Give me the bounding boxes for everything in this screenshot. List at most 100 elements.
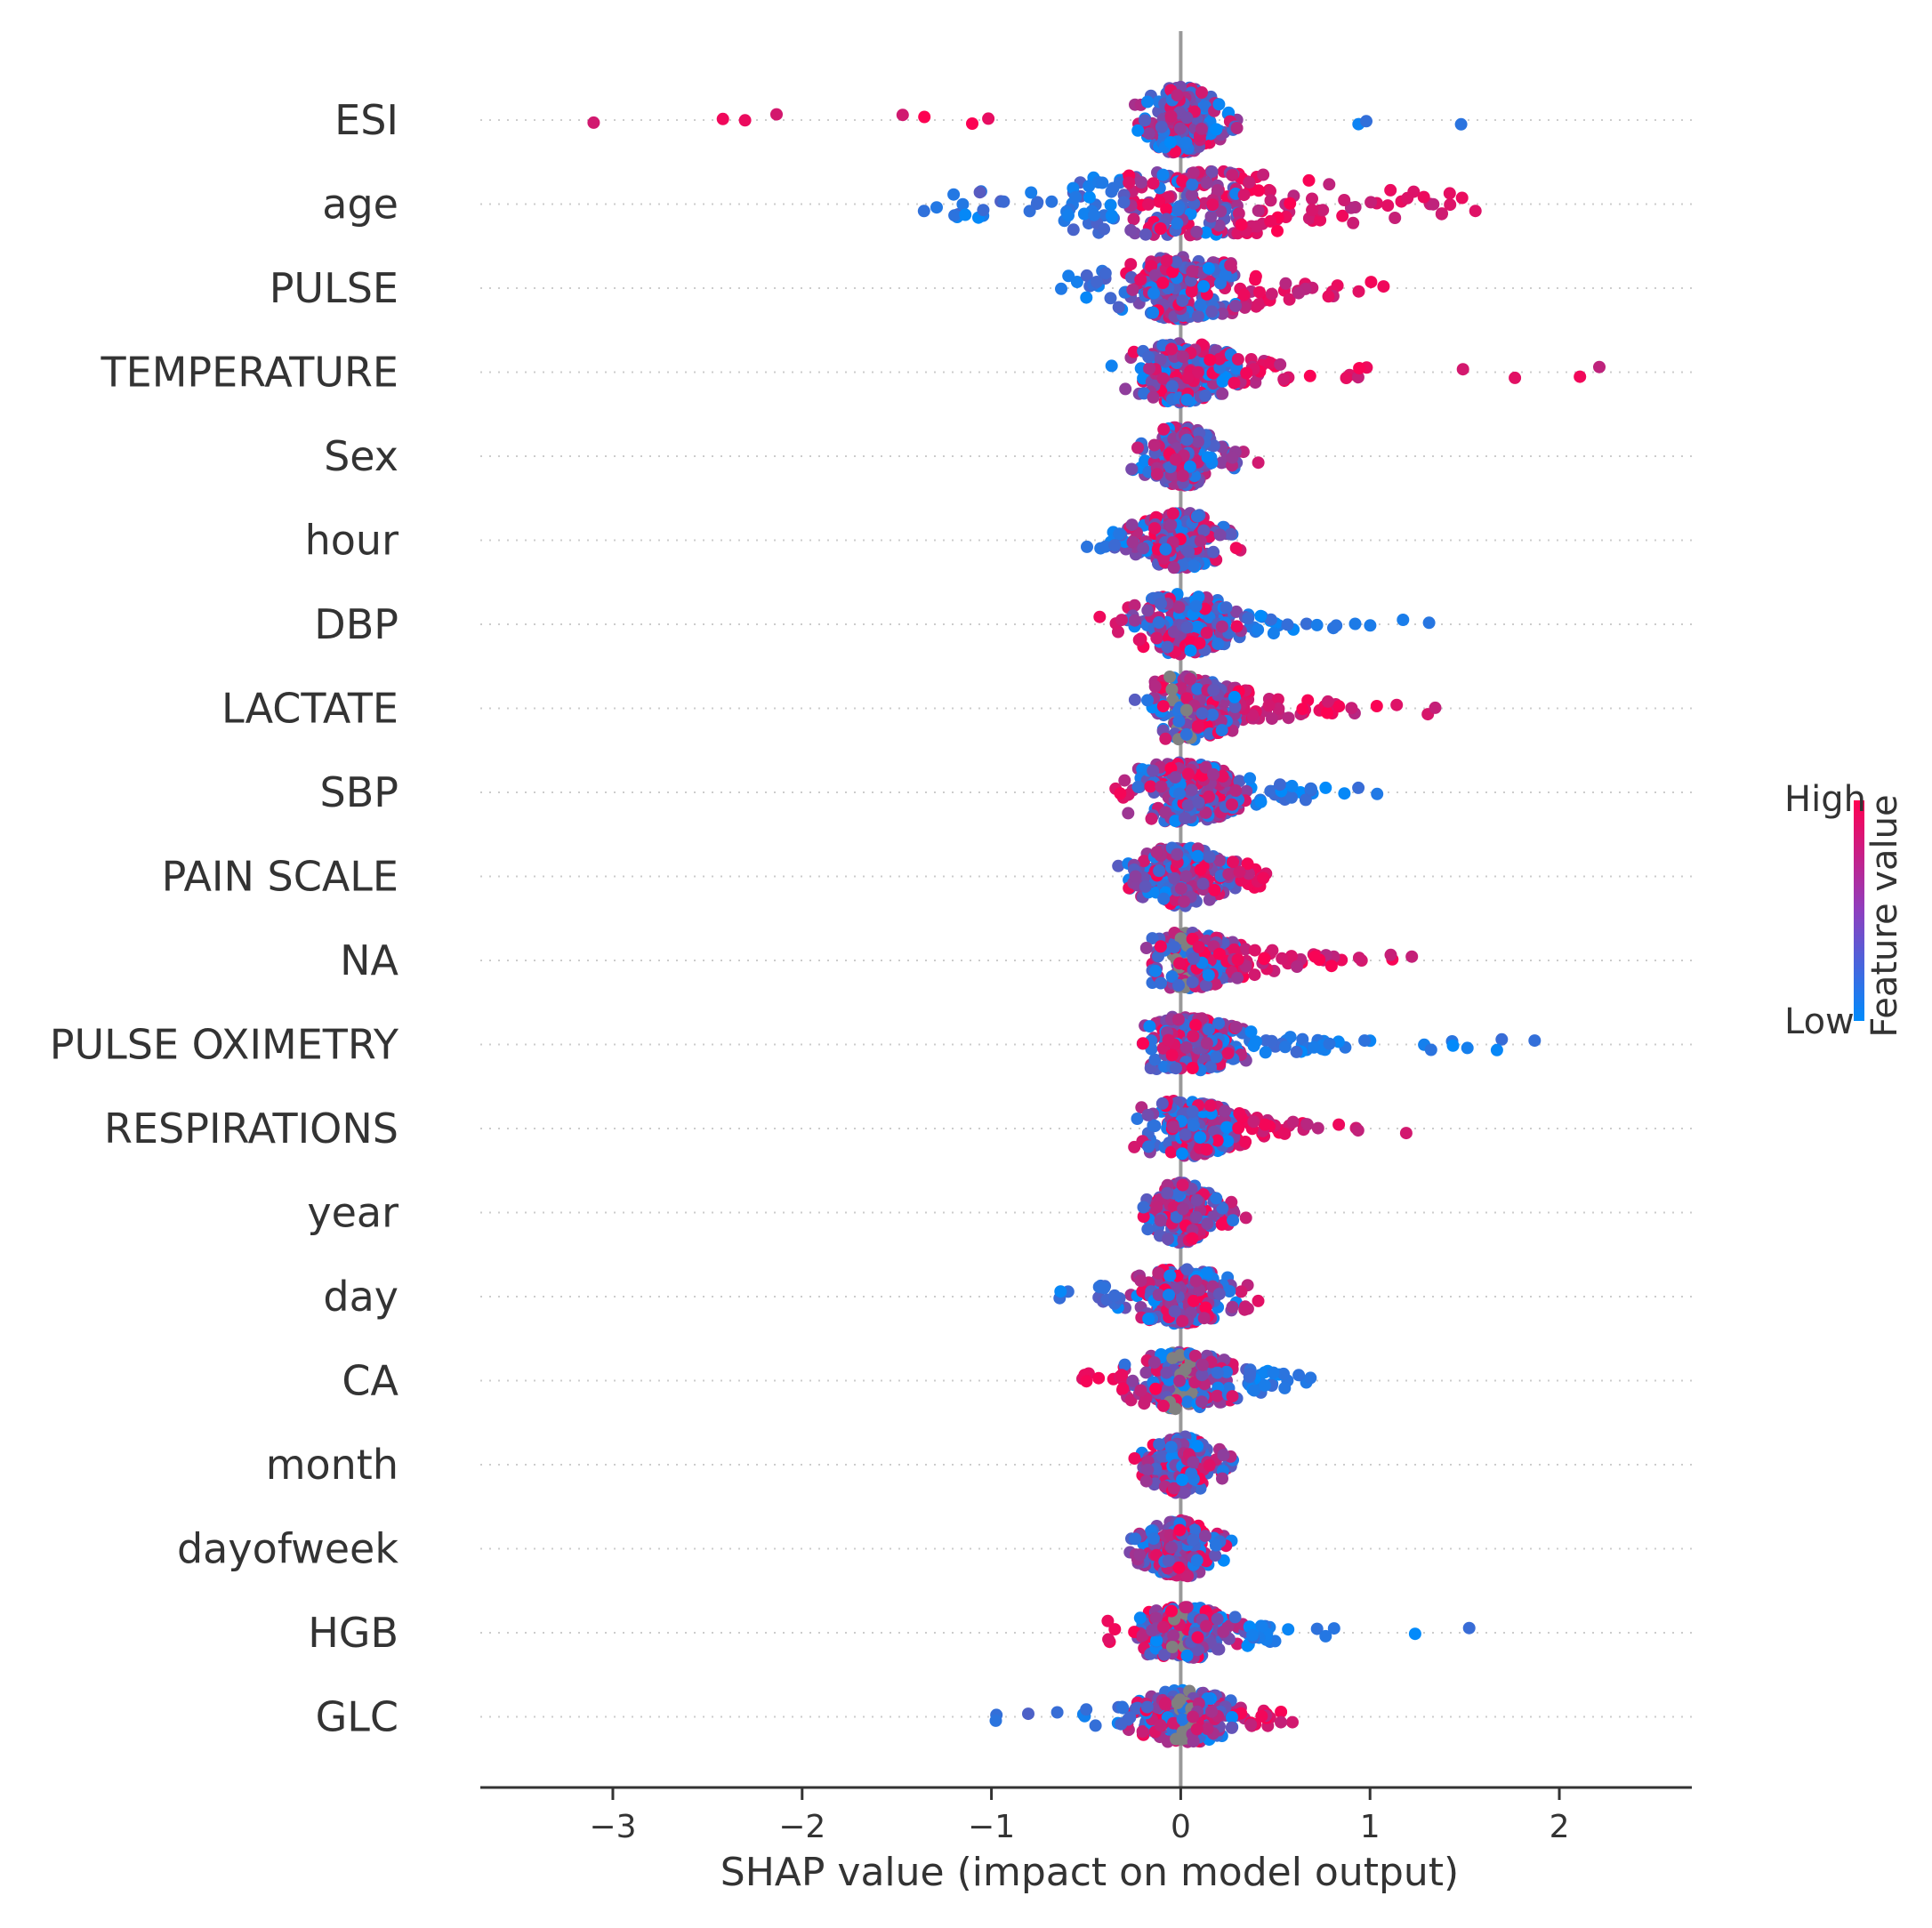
shap-point: [1142, 1313, 1155, 1325]
shap-point: [1210, 123, 1223, 136]
shap-point: [1137, 1210, 1150, 1223]
shap-point: [1321, 695, 1334, 708]
shap-point: [1220, 601, 1233, 615]
shap-point: [1193, 637, 1206, 650]
shap-point: [1163, 1289, 1175, 1302]
shap-point: [1163, 671, 1177, 683]
shap-point: [1080, 1375, 1093, 1388]
shap-point: [1186, 265, 1199, 278]
shap-point: [1574, 370, 1587, 383]
shap-point: [1593, 360, 1606, 374]
shap-point: [1306, 192, 1318, 205]
shap-point: [1284, 197, 1297, 210]
shap-point: [1169, 815, 1182, 828]
beeswarm-points: [587, 80, 1606, 1748]
shap-point: [1258, 952, 1271, 966]
shap-point: [1080, 291, 1093, 304]
shap-point: [1323, 1037, 1336, 1050]
shap-point: [1197, 280, 1211, 293]
shap-point: [1145, 812, 1158, 825]
shap-point: [1172, 1561, 1186, 1574]
shap-point: [1171, 204, 1185, 216]
shap-point: [1358, 1034, 1372, 1048]
shap-point: [1253, 285, 1266, 299]
shap-point: [1116, 1382, 1130, 1395]
shap-point: [1113, 176, 1126, 189]
shap-point: [1191, 366, 1204, 379]
shap-point: [1249, 1035, 1262, 1048]
shap-point: [1045, 195, 1059, 208]
shap-point: [1105, 209, 1118, 222]
shap-point: [1182, 545, 1195, 558]
shap-point: [1186, 976, 1199, 989]
shap-point: [1408, 1627, 1421, 1641]
shap-point: [1131, 124, 1145, 137]
shap-point: [1099, 267, 1112, 280]
shap-point: [1156, 277, 1170, 290]
shap-point: [1171, 1013, 1185, 1026]
shap-point: [1252, 623, 1265, 637]
shap-point: [1211, 1389, 1224, 1402]
shap-point: [1123, 176, 1136, 189]
shap-point: [1238, 301, 1252, 314]
shap-point: [1238, 1303, 1252, 1316]
shap-point: [1284, 950, 1298, 963]
shap-point: [1222, 868, 1236, 881]
shap-point: [1176, 174, 1189, 188]
shap-point: [1147, 1119, 1160, 1132]
shap-point: [1397, 614, 1410, 626]
shap-point: [1203, 353, 1217, 366]
shap-point: [1156, 700, 1170, 713]
shap-point: [1131, 780, 1145, 793]
shap-point: [1141, 1223, 1155, 1236]
shap-point: [1025, 186, 1038, 199]
shap-point: [1166, 1352, 1179, 1365]
shap-point: [1310, 618, 1324, 631]
shap-point: [1114, 787, 1127, 800]
shap-point: [1207, 684, 1220, 697]
shap-point: [1155, 598, 1167, 610]
shap-point: [1163, 136, 1177, 149]
shap-point: [1227, 1214, 1240, 1227]
shap-point: [1155, 1450, 1169, 1463]
shap-point: [1199, 226, 1212, 239]
shap-point: [1215, 724, 1228, 737]
shap-point: [1198, 1530, 1212, 1543]
shap-point: [1230, 620, 1244, 633]
shap-point: [1190, 1554, 1203, 1567]
shap-point: [1150, 468, 1163, 481]
shap-point: [1185, 285, 1198, 298]
shap-point: [1323, 178, 1336, 191]
shap-point: [1165, 342, 1178, 356]
shap-point: [1181, 799, 1195, 812]
row-gridlines: [480, 119, 1692, 1718]
shap-point: [1201, 1217, 1214, 1231]
shap-point: [1171, 89, 1184, 102]
shap-point: [1127, 213, 1140, 226]
shap-point: [1163, 1529, 1177, 1542]
shap-point: [1124, 223, 1138, 237]
shap-point: [1212, 219, 1226, 232]
shap-point: [1257, 872, 1270, 885]
shap-point: [1139, 880, 1152, 893]
shap-point: [1212, 98, 1226, 111]
shap-point: [1314, 213, 1327, 227]
shap-point: [1316, 204, 1330, 217]
shap-point: [1203, 1458, 1216, 1472]
shap-point: [1142, 197, 1155, 211]
shap-point: [1115, 614, 1128, 627]
shap-point: [1364, 276, 1378, 289]
shap-point: [1203, 790, 1215, 803]
shap-point: [1384, 948, 1397, 961]
shap-point: [1167, 561, 1180, 574]
shap-point: [1216, 1472, 1228, 1485]
shap-point: [1160, 203, 1173, 216]
shap-point: [1226, 798, 1238, 811]
shap-point: [1244, 1025, 1258, 1039]
shap-point: [1240, 366, 1253, 380]
shap-point: [1157, 422, 1171, 436]
shap-point: [997, 195, 1010, 208]
shap-point: [1133, 1611, 1147, 1625]
shap-point: [1195, 1395, 1208, 1409]
